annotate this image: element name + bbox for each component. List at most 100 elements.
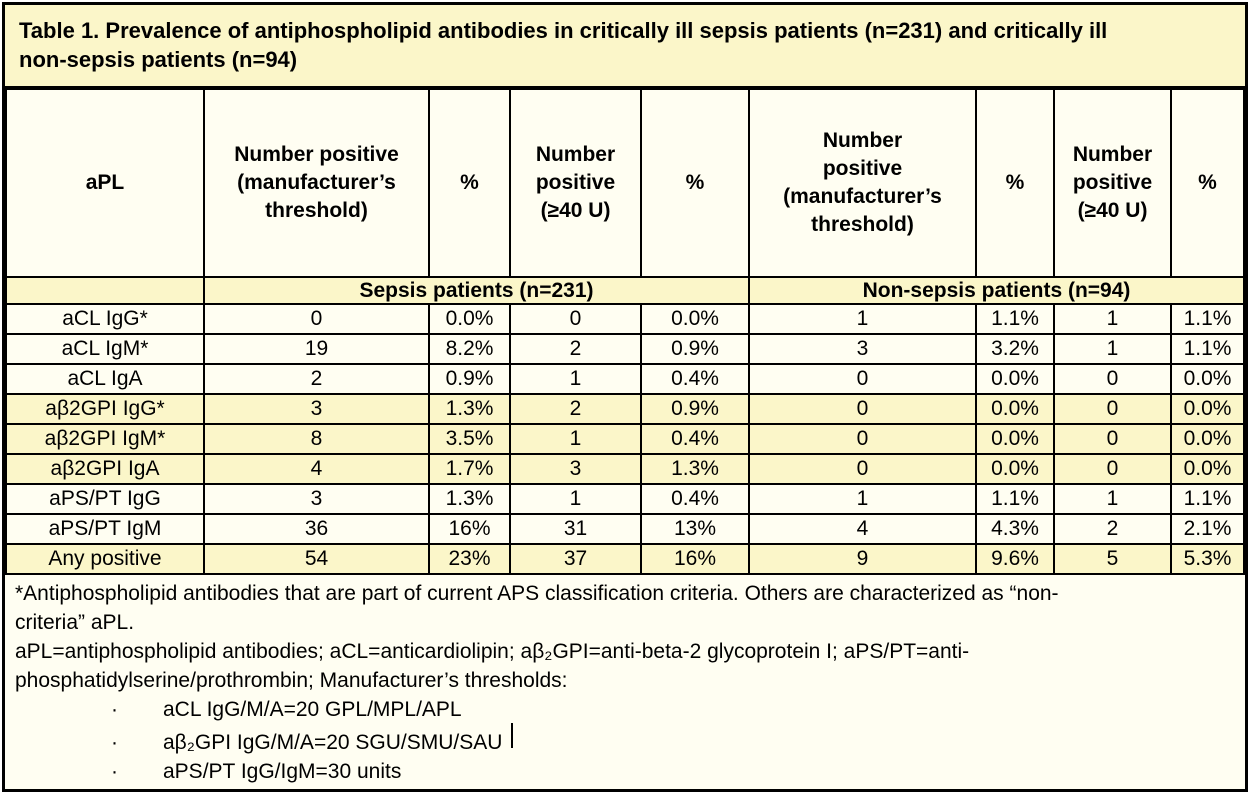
group-header-empty-cell [5, 276, 205, 305]
cell-value: 0.0% [975, 393, 1055, 425]
footnote-asterisk: *Antiphospholipid antibodies that are pa… [15, 582, 1059, 634]
column-header-num-mfr-sepsis: Number positive (manufacturer’s threshol… [203, 88, 430, 278]
cell-value: 2 [1053, 513, 1172, 545]
cell-value: 36 [203, 513, 430, 545]
table-row-ab2gpi-igm: aβ2GPI IgM* 8 3.5% 1 0.4% 0 0.0% 0 0.0% [5, 423, 1245, 455]
cell-value: 2.1% [1170, 513, 1245, 545]
cell-value: 16% [428, 513, 511, 545]
table-row-acl-igm: aCL IgM* 19 8.2% 2 0.9% 3 3.2% 1 1.1% [5, 333, 1245, 365]
cell-value: 0 [1053, 393, 1172, 425]
cell-value: 1.7% [428, 453, 511, 485]
column-header-num-mfr-nonsepsis: Number positive (manufacturer’s threshol… [748, 88, 977, 278]
cell-value: 3.2% [975, 333, 1055, 365]
cell-value: 8 [203, 423, 430, 455]
cell-value: 9 [748, 543, 977, 575]
cell-value: 0.0% [975, 363, 1055, 395]
cell-value: 1.1% [1170, 303, 1245, 335]
column-header-pct-2: % [640, 88, 750, 278]
cell-value: 3 [748, 333, 977, 365]
text-cursor [511, 723, 514, 748]
column-header-pct-4: % [1170, 88, 1245, 278]
cell-value: 9.6% [975, 543, 1055, 575]
cell-value: 23% [428, 543, 511, 575]
cell-apl: aβ2GPI IgG* [5, 393, 205, 425]
threshold-item-ab2gpi: · aβ₂GPI IgG/M/A=20 SGU/SMU/SAU [15, 723, 1231, 757]
threshold-item-apspt: · aPS/PT IgG/IgM=30 units [15, 757, 1231, 786]
cell-apl: aCL IgA [5, 363, 205, 395]
cell-value: 1.3% [428, 483, 511, 515]
cell-value: 1.1% [975, 303, 1055, 335]
cell-value: 19 [203, 333, 430, 365]
footnote-area: *Antiphospholipid antibodies that are pa… [5, 575, 1245, 789]
bullet-icon: · [111, 760, 118, 783]
column-header-pct-3: % [975, 88, 1055, 278]
table-row-acl-iga: aCL IgA 2 0.9% 1 0.4% 0 0.0% 0 0.0% [5, 363, 1245, 395]
cell-value: 1 [1053, 333, 1172, 365]
cell-value: 1.1% [1170, 483, 1245, 515]
cell-value: 3.5% [428, 423, 511, 455]
group-header-row: Sepsis patients (n=231) Non-sepsis patie… [5, 276, 1245, 305]
cell-value: 0.0% [975, 423, 1055, 455]
cell-value: 0.0% [1170, 393, 1245, 425]
cell-value: 0 [1053, 453, 1172, 485]
cell-value: 1.3% [640, 453, 750, 485]
cell-value: 0.4% [640, 363, 750, 395]
bullet-icon: · [111, 698, 118, 721]
cell-value: 0.0% [1170, 423, 1245, 455]
cell-value: 16% [640, 543, 750, 575]
bullet-icon: · [111, 731, 118, 754]
threshold-text: aCL IgG/M/A=20 GPL/MPL/APL [163, 698, 462, 721]
cell-value: 2 [203, 363, 430, 395]
cell-value: 0.9% [428, 363, 511, 395]
cell-value: 4 [748, 513, 977, 545]
group-header-sepsis: Sepsis patients (n=231) [203, 276, 750, 305]
cell-apl: aβ2GPI IgM* [5, 423, 205, 455]
cell-value: 5.3% [1170, 543, 1245, 575]
cell-value: 0 [748, 363, 977, 395]
table-row-apspt-igm: aPS/PT IgM 36 16% 31 13% 4 4.3% 2 2.1% [5, 513, 1245, 545]
cell-value: 54 [203, 543, 430, 575]
cell-value: 0.0% [1170, 363, 1245, 395]
cell-value: 4 [203, 453, 430, 485]
cell-value: 0.0% [1170, 453, 1245, 485]
table-row-acl-igg: aCL IgG* 0 0.0% 0 0.0% 1 1.1% 1 1.1% [5, 303, 1245, 335]
column-header-row: aPL Number positive (manufacturer’s thre… [5, 88, 1245, 278]
cell-apl: aβ2GPI IgA [5, 453, 205, 485]
cell-value: 2 [509, 393, 642, 425]
cell-apl: aCL IgM* [5, 333, 205, 365]
cell-value: 0 [203, 303, 430, 335]
group-header-nonsepsis: Non-sepsis patients (n=94) [748, 276, 1245, 305]
cell-value: 1 [1053, 303, 1172, 335]
cell-value: 8.2% [428, 333, 511, 365]
column-header-apl: aPL [5, 88, 205, 278]
column-header-pct-1: % [428, 88, 511, 278]
table-title: Table 1. Prevalence of antiphospholipid … [5, 5, 1245, 88]
cell-value: 1.1% [1170, 333, 1245, 365]
prevalence-table: aPL Number positive (manufacturer’s thre… [5, 88, 1245, 575]
cell-value: 4.3% [975, 513, 1055, 545]
cell-value: 1 [509, 483, 642, 515]
cell-value: 0 [748, 393, 977, 425]
cell-value: 1 [1053, 483, 1172, 515]
cell-apl: aPS/PT IgM [5, 513, 205, 545]
cell-value: 2 [509, 333, 642, 365]
cell-value: 1 [748, 483, 977, 515]
cell-value: 0 [1053, 423, 1172, 455]
cell-value: 13% [640, 513, 750, 545]
cell-value: 1.3% [428, 393, 511, 425]
cell-value: 0.4% [640, 483, 750, 515]
cell-apl: aCL IgG* [5, 303, 205, 335]
cell-value: 0 [1053, 363, 1172, 395]
cell-value: 3 [509, 453, 642, 485]
cell-value: 0 [748, 423, 977, 455]
column-header-num-40u-nonsepsis: Number positive (≥40 U) [1053, 88, 1172, 278]
table-row-ab2gpi-iga: aβ2GPI IgA 4 1.7% 3 1.3% 0 0.0% 0 0.0% [5, 453, 1245, 485]
cell-value: 0.0% [975, 453, 1055, 485]
cell-value: 0.9% [640, 333, 750, 365]
threshold-text: aPS/PT IgG/IgM=30 units [163, 760, 402, 783]
cell-value: 3 [203, 393, 430, 425]
cell-value: 1 [748, 303, 977, 335]
threshold-text: aβ₂GPI IgG/M/A=20 SGU/SMU/SAU [163, 731, 503, 754]
cell-value: 0.4% [640, 423, 750, 455]
